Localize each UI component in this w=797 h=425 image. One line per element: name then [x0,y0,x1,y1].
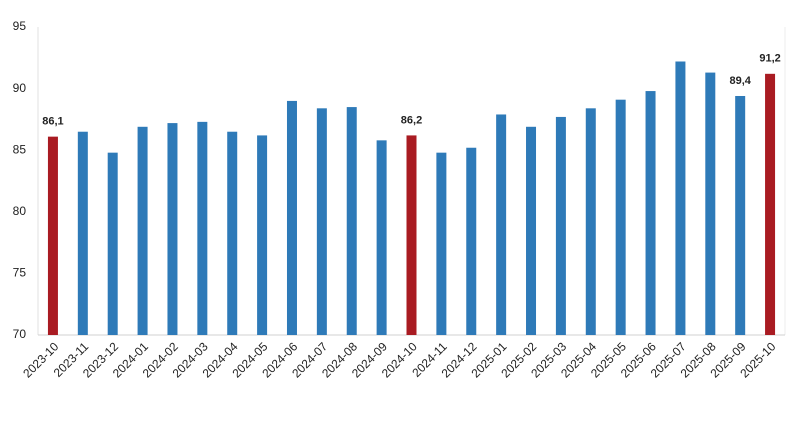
y-tick-label: 90 [13,81,27,95]
bar [585,108,596,335]
value-label: 91,2 [759,53,780,65]
y-tick-label: 95 [13,19,27,33]
value-label: 89,4 [729,75,751,87]
bar [257,135,268,335]
bar [286,100,297,335]
bar [645,91,656,336]
value-label: 86,2 [401,114,422,126]
bar [496,114,507,335]
bar [675,61,686,335]
bar [77,131,88,335]
y-tick-label: 70 [13,327,27,341]
y-tick-label: 85 [13,142,27,156]
bar [765,73,776,335]
bar [316,108,327,335]
bar [555,116,566,335]
y-tick-label: 75 [13,266,27,280]
bar [466,147,477,335]
bar [47,136,58,335]
bar [107,152,118,335]
bar [705,72,716,336]
bar [615,99,626,335]
bar [735,95,746,335]
bar [526,126,537,336]
bar [406,135,417,335]
bar [376,140,387,335]
bar [197,121,208,335]
bar [346,107,357,335]
value-label: 86,1 [42,116,63,128]
bar [167,123,178,335]
bar [227,131,238,335]
y-tick-label: 80 [13,204,27,218]
bar [436,152,447,335]
bar [137,126,148,336]
